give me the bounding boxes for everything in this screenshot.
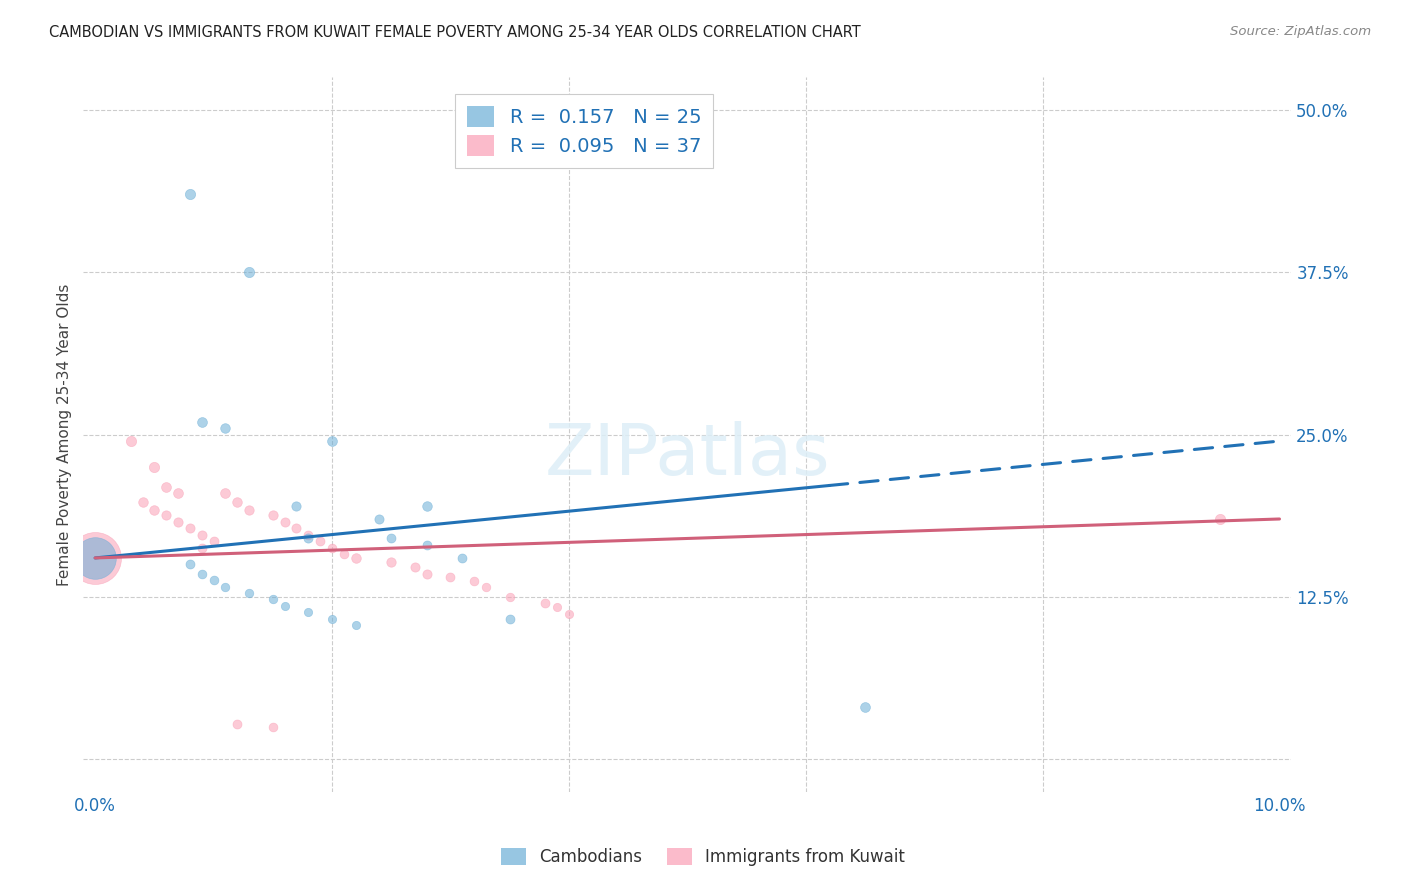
Point — [344, 618, 367, 632]
Point — [167, 515, 190, 529]
Point — [297, 527, 319, 541]
Point — [368, 512, 391, 526]
Point — [84, 550, 107, 565]
Point — [439, 570, 461, 584]
Point — [546, 600, 568, 615]
Point — [84, 550, 107, 565]
Point — [309, 534, 332, 549]
Text: CAMBODIAN VS IMMIGRANTS FROM KUWAIT FEMALE POVERTY AMONG 25-34 YEAR OLDS CORRELA: CAMBODIAN VS IMMIGRANTS FROM KUWAIT FEMA… — [49, 25, 860, 40]
Point — [143, 503, 166, 517]
Point — [202, 534, 225, 549]
Point — [498, 590, 520, 604]
Point — [416, 566, 439, 581]
Point — [238, 265, 260, 279]
Point — [190, 541, 212, 555]
Point — [238, 503, 260, 517]
Point — [155, 508, 177, 522]
Point — [179, 558, 201, 572]
Point — [202, 573, 225, 587]
Point — [333, 547, 356, 561]
Point — [297, 606, 319, 620]
Point — [558, 607, 581, 621]
Point — [214, 486, 236, 500]
Point — [262, 508, 284, 522]
Point — [344, 550, 367, 565]
Point — [190, 566, 212, 581]
Point — [143, 460, 166, 475]
Point — [451, 550, 474, 565]
Point — [273, 599, 295, 613]
Point — [404, 560, 426, 574]
Point — [214, 421, 236, 435]
Point — [226, 717, 249, 731]
Point — [321, 541, 343, 555]
Point — [262, 720, 284, 734]
Text: Source: ZipAtlas.com: Source: ZipAtlas.com — [1230, 25, 1371, 38]
Point — [120, 434, 142, 448]
Point — [534, 596, 557, 610]
Text: ZIPatlas: ZIPatlas — [544, 422, 830, 491]
Point — [179, 521, 201, 535]
Y-axis label: Female Poverty Among 25-34 Year Olds: Female Poverty Among 25-34 Year Olds — [58, 284, 72, 586]
Point — [190, 527, 212, 541]
Point — [285, 521, 308, 535]
Point — [321, 434, 343, 448]
Point — [1209, 512, 1232, 526]
Point — [380, 532, 402, 546]
Point — [463, 574, 485, 589]
Point — [416, 538, 439, 552]
Point — [155, 479, 177, 493]
Point — [498, 612, 520, 626]
Point — [262, 592, 284, 607]
Point — [380, 555, 402, 569]
Point — [131, 495, 153, 509]
Legend: R =  0.157   N = 25, R =  0.095   N = 37: R = 0.157 N = 25, R = 0.095 N = 37 — [456, 95, 713, 168]
Point — [226, 495, 249, 509]
Point — [285, 499, 308, 513]
Point — [238, 586, 260, 600]
Point — [190, 415, 212, 429]
Point — [853, 700, 876, 714]
Point — [167, 486, 190, 500]
Point — [475, 580, 498, 594]
Point — [273, 515, 295, 529]
Point — [321, 612, 343, 626]
Point — [416, 499, 439, 513]
Point — [214, 580, 236, 594]
Legend: Cambodians, Immigrants from Kuwait: Cambodians, Immigrants from Kuwait — [494, 841, 912, 873]
Point — [179, 187, 201, 202]
Point — [297, 532, 319, 546]
